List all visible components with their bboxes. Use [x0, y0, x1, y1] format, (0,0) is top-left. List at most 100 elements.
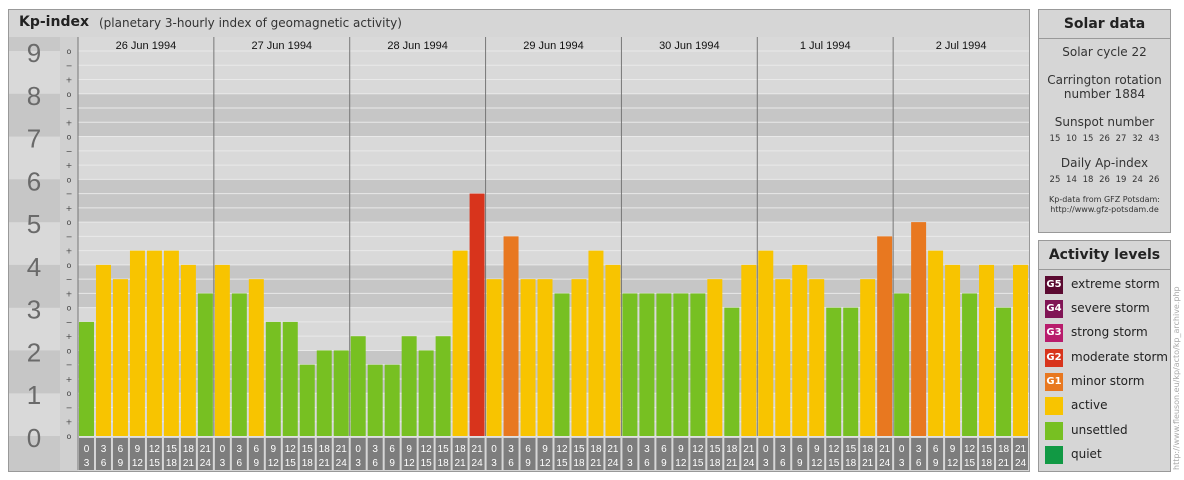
interval-start-label: 15 — [302, 444, 314, 455]
interval-end-label: 12 — [811, 458, 823, 469]
kp-bar — [299, 364, 315, 436]
interval-end-label: 21 — [726, 458, 738, 469]
interval-start-label: 15 — [166, 444, 178, 455]
interval-start-label: 12 — [692, 444, 704, 455]
interval-cell — [707, 438, 723, 470]
kp-bar — [520, 279, 536, 436]
interval-end-label: 12 — [404, 458, 416, 469]
interval-cell — [333, 438, 349, 470]
kp-bar — [996, 307, 1012, 436]
kp-bar — [282, 321, 298, 436]
source-line2: http://www.gfz-potsdam.de — [1050, 205, 1159, 214]
minor-tick-label: + — [66, 204, 73, 213]
interval-start-label: 6 — [525, 444, 531, 455]
kp-bar — [231, 293, 247, 436]
minor-tick-label: − — [66, 403, 73, 412]
legend-label: moderate storm — [1071, 350, 1168, 364]
interval-start-label: 18 — [862, 444, 874, 455]
solar-data-panel: Solar data Solar cycle 22 Carrington rot… — [1038, 9, 1171, 233]
interval-start-label: 0 — [491, 444, 497, 455]
interval-end-label: 24 — [472, 458, 484, 469]
kp-bar — [673, 293, 689, 436]
interval-start-label: 15 — [709, 444, 721, 455]
kp-bar — [401, 336, 417, 436]
source-credit[interactable]: http://www.fleuson.eu/kp/acto/kp_archive… — [1172, 286, 1181, 470]
minor-tick-label: + — [66, 332, 73, 341]
kp-bar — [945, 264, 961, 436]
interval-cell — [979, 438, 995, 470]
day-label: 1 Jul 1994 — [800, 40, 851, 52]
kp-bar — [809, 279, 825, 436]
minor-tick-label: − — [66, 190, 73, 199]
interval-cell — [571, 438, 587, 470]
top-band — [78, 37, 1029, 51]
interval-start-label: 21 — [336, 444, 348, 455]
legend-swatch: G3 — [1045, 324, 1063, 342]
y-tick-label: 5 — [27, 209, 41, 239]
interval-cell — [758, 438, 774, 470]
interval-cell — [877, 438, 893, 470]
y-tick-label: 4 — [27, 252, 41, 282]
minor-tick-label: + — [66, 289, 73, 298]
y-axis-band — [9, 307, 60, 351]
interval-start-label: 15 — [438, 444, 450, 455]
interval-end-label: 15 — [828, 458, 840, 469]
ap-index-values: 25 14 18 26 19 24 26 — [1049, 175, 1160, 185]
interval-start-label: 9 — [271, 444, 277, 455]
interval-cell — [656, 438, 672, 470]
interval-cell — [299, 438, 315, 470]
interval-cell — [588, 438, 604, 470]
kp-bar — [248, 279, 264, 436]
interval-end-label: 24 — [743, 458, 755, 469]
minor-tick-label: o — [67, 261, 72, 270]
interval-cell — [163, 438, 179, 470]
interval-start-label: 9 — [406, 444, 412, 455]
legend-swatch — [1045, 446, 1063, 464]
interval-start-label: 12 — [285, 444, 297, 455]
source-line1: Kp-data from GFZ Potsdam: — [1049, 195, 1160, 204]
day-label: 2 Jul 1994 — [936, 40, 987, 52]
activity-levels-header: Activity levels — [1039, 241, 1170, 270]
interval-cell — [265, 438, 281, 470]
interval-end-label: 9 — [797, 458, 803, 469]
y-axis-band — [9, 393, 60, 436]
interval-start-label: 6 — [797, 444, 803, 455]
interval-end-label: 3 — [899, 458, 905, 469]
interval-start-label: 21 — [472, 444, 484, 455]
kp-bar — [418, 350, 434, 436]
day-label: 29 Jun 1994 — [523, 40, 584, 52]
legend-swatch — [1045, 397, 1063, 415]
minor-tick-label: o — [67, 133, 72, 142]
kp-bar — [486, 279, 502, 436]
interval-cell — [384, 438, 400, 470]
interval-end-label: 9 — [389, 458, 395, 469]
interval-end-label: 9 — [254, 458, 260, 469]
kp-bar — [112, 279, 128, 436]
interval-start-label: 0 — [220, 444, 226, 455]
minor-tick-gutter — [60, 37, 78, 471]
interval-end-label: 6 — [508, 458, 514, 469]
interval-end-label: 9 — [525, 458, 531, 469]
interval-start-label: 3 — [372, 444, 378, 455]
interval-start-label: 9 — [135, 444, 141, 455]
kp-bar — [571, 279, 587, 436]
y-axis-band — [9, 136, 60, 180]
kp-bar — [435, 336, 451, 436]
kp-bar — [928, 250, 944, 436]
interval-start-label: 21 — [1015, 444, 1027, 455]
interval-start-label: 12 — [421, 444, 433, 455]
interval-start-label: 0 — [84, 444, 90, 455]
interval-start-label: 6 — [933, 444, 939, 455]
interval-end-label: 3 — [84, 458, 90, 469]
legend-label: minor storm — [1071, 374, 1145, 388]
interval-end-label: 6 — [237, 458, 243, 469]
day-label: 30 Jun 1994 — [659, 40, 720, 52]
interval-end-label: 15 — [556, 458, 568, 469]
kp-bar — [146, 250, 162, 436]
interval-end-label: 6 — [916, 458, 922, 469]
interval-cell — [826, 438, 842, 470]
kp-bar — [911, 222, 927, 436]
kp-bar — [95, 264, 111, 436]
kp-bar — [350, 336, 366, 436]
kp-bar — [979, 264, 995, 436]
